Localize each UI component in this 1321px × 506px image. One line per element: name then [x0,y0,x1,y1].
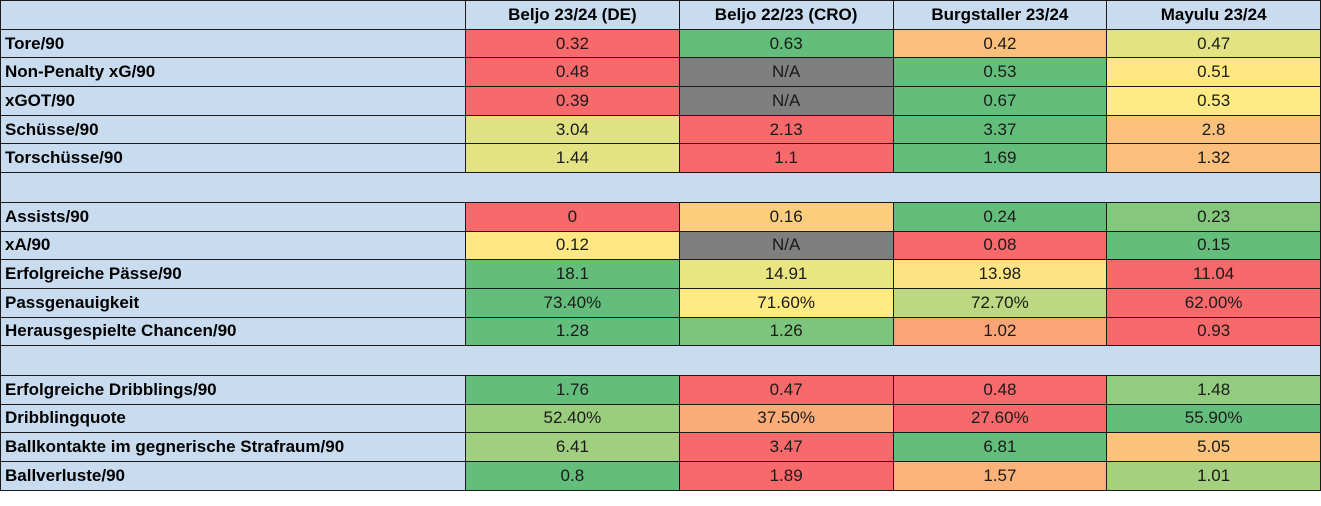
table-row: xA/90 0.12 N/A 0.08 0.15 [0,230,1321,261]
row-label: Schüsse/90 [0,114,466,145]
value-cell: 18.1 [465,259,680,289]
table-row: Dribblingquote 52.40% 37.50% 27.60% 55.90% [0,403,1321,434]
value-cell: 0.39 [465,86,680,116]
value-cell: 1.76 [465,374,680,405]
value-cell: 3.04 [465,114,680,145]
table-row: Ballkontakte im gegnerische Strafraum/90… [0,432,1321,462]
section-spacer [0,172,1321,203]
section-spacer-row [0,345,1321,376]
value-cell: 0.63 [678,28,894,59]
value-cell: 2.13 [678,114,894,145]
table-row: Non-Penalty xG/90 0.48 N/A 0.53 0.51 [0,57,1321,88]
row-label: xGOT/90 [0,86,466,116]
value-cell: 14.91 [678,259,894,289]
value-cell: 0.48 [892,374,1108,405]
value-cell: 3.37 [892,114,1108,145]
value-cell: 0.23 [1106,201,1321,232]
table-body: Tore/90 0.32 0.63 0.42 0.47 Non-Penalty xG/90… [0,28,1321,491]
value-cell: 0.47 [678,374,894,405]
column-header: Beljo 22/23 (CRO) [678,0,894,30]
column-header: Beljo 23/24 (DE) [465,0,680,30]
row-label: Torschüsse/90 [0,143,466,174]
value-cell: 13.98 [892,259,1108,289]
section-spacer [0,345,1321,376]
value-cell: 62.00% [1106,287,1321,318]
table-row: xGOT/90 0.39 N/A 0.67 0.53 [0,86,1321,116]
value-cell: 0.53 [892,57,1108,88]
value-cell: 1.32 [1106,143,1321,174]
table-row: Tore/90 0.32 0.63 0.42 0.47 [0,28,1321,59]
row-label: Passgenauigkeit [0,287,466,318]
value-cell: 0.53 [1106,86,1321,116]
row-label: Erfolgreiche Pässe/90 [0,259,466,289]
row-label: xA/90 [0,230,466,261]
value-cell: N/A [678,86,894,116]
value-cell: 0.93 [1106,316,1321,347]
row-label: Ballkontakte im gegnerische Strafraum/90 [0,432,466,462]
row-label: Dribblingquote [0,403,466,434]
value-cell: 0.16 [678,201,894,232]
header-row: Beljo 23/24 (DE) Beljo 22/23 (CRO) Burgs… [0,0,1321,30]
column-header: Mayulu 23/24 [1106,0,1321,30]
value-cell: 1.28 [465,316,680,347]
value-cell: 0.24 [892,201,1108,232]
row-label: Ballverluste/90 [0,461,466,491]
value-cell: 27.60% [892,403,1108,434]
value-cell: 1.89 [678,461,894,491]
row-label: Non-Penalty xG/90 [0,57,466,88]
value-cell: 0.15 [1106,230,1321,261]
value-cell: 0.67 [892,86,1108,116]
value-cell: 37.50% [678,403,894,434]
value-cell: 1.1 [678,143,894,174]
value-cell: 0.48 [465,57,680,88]
table-row: Torschüsse/90 1.44 1.1 1.69 1.32 [0,143,1321,174]
value-cell: 52.40% [465,403,680,434]
value-cell: 1.44 [465,143,680,174]
row-label: Erfolgreiche Dribblings/90 [0,374,466,405]
value-cell: N/A [678,230,894,261]
header-corner [0,0,466,30]
value-cell: 1.69 [892,143,1108,174]
table-row: Erfolgreiche Dribblings/90 1.76 0.47 0.48 1.… [0,374,1321,405]
stats-table: Beljo 23/24 (DE) Beljo 22/23 (CRO) Burgs… [0,0,1321,491]
value-cell: 6.81 [892,432,1108,462]
section-spacer-row [0,172,1321,203]
column-header: Burgstaller 23/24 [892,0,1108,30]
value-cell: 0.12 [465,230,680,261]
table-row: Ballverluste/90 0.8 1.89 1.57 1.01 [0,461,1321,491]
value-cell: 1.26 [678,316,894,347]
value-cell: 73.40% [465,287,680,318]
value-cell: N/A [678,57,894,88]
table-row: Assists/90 0 0.16 0.24 0.23 [0,201,1321,232]
row-label: Tore/90 [0,28,466,59]
value-cell: 1.48 [1106,374,1321,405]
value-cell: 1.57 [892,461,1108,491]
table-row: Herausgespielte Chancen/90 1.28 1.26 1.02 0.… [0,316,1321,347]
table-row: Schüsse/90 3.04 2.13 3.37 2.8 [0,114,1321,145]
value-cell: 11.04 [1106,259,1321,289]
value-cell: 2.8 [1106,114,1321,145]
row-label: Assists/90 [0,201,466,232]
value-cell: 3.47 [678,432,894,462]
table-row: Erfolgreiche Pässe/90 18.1 14.91 13.98 11.04 [0,259,1321,289]
row-label: Herausgespielte Chancen/90 [0,316,466,347]
value-cell: 0.47 [1106,28,1321,59]
value-cell: 0.32 [465,28,680,59]
value-cell: 6.41 [465,432,680,462]
value-cell: 0.8 [465,461,680,491]
value-cell: 5.05 [1106,432,1321,462]
value-cell: 72.70% [892,287,1108,318]
value-cell: 1.01 [1106,461,1321,491]
value-cell: 0 [465,201,680,232]
value-cell: 71.60% [678,287,894,318]
value-cell: 55.90% [1106,403,1321,434]
value-cell: 1.02 [892,316,1108,347]
value-cell: 0.42 [892,28,1108,59]
value-cell: 0.08 [892,230,1108,261]
value-cell: 0.51 [1106,57,1321,88]
table-row: Passgenauigkeit 73.40% 71.60% 72.70% 62.00% [0,287,1321,318]
